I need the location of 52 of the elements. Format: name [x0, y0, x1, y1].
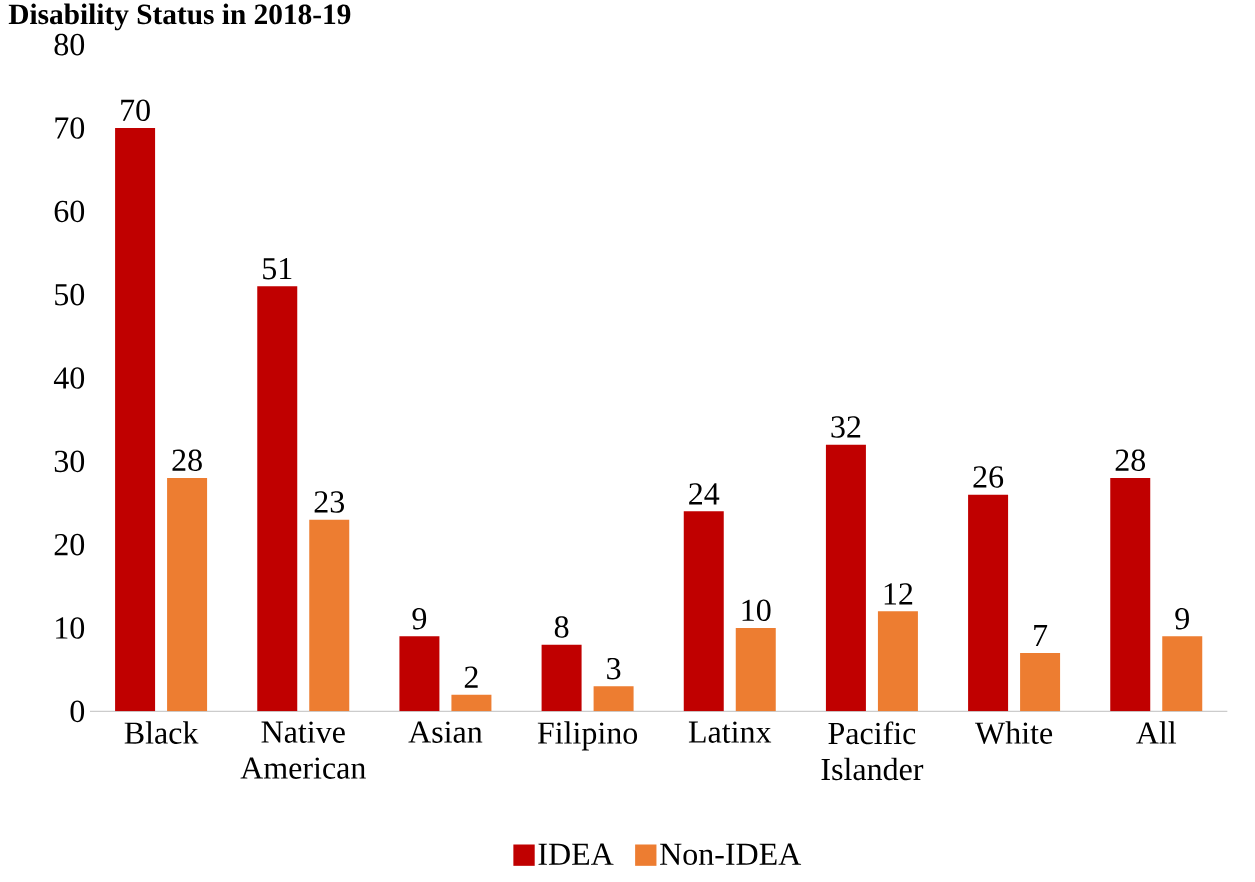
- bar: [593, 686, 634, 712]
- data-label: 32: [831, 416, 861, 438]
- x-tick-label: All: [1136, 721, 1177, 744]
- y-tick-label: 80: [54, 33, 85, 56]
- data-label: 24: [689, 483, 720, 505]
- bar: [115, 127, 156, 712]
- bar: [309, 519, 350, 712]
- y-tick-label: 30: [54, 450, 85, 473]
- bar: [1020, 653, 1061, 712]
- y-tick-label: 60: [54, 200, 85, 223]
- x-tick-label: White: [975, 721, 1053, 745]
- data-label: 7: [1034, 625, 1048, 647]
- legend-label: Non-IDEA: [660, 843, 802, 866]
- data-label: 8: [554, 616, 569, 638]
- y-tick-label: 0: [70, 700, 85, 723]
- data-label: 28: [172, 449, 202, 472]
- data-label: 9: [1175, 607, 1189, 630]
- chart-title: Disability Status in 2018-19: [8, 3, 351, 31]
- bar: [167, 478, 208, 712]
- bar: [968, 494, 1009, 712]
- x-tick-label: Black: [124, 721, 199, 744]
- x-tick-label: Latinx: [688, 721, 772, 743]
- data-label: 28: [1115, 449, 1146, 472]
- data-label: 10: [742, 599, 771, 622]
- bar: [451, 694, 492, 712]
- y-tick-label: 40: [53, 367, 85, 389]
- bar: [1110, 478, 1151, 712]
- y-tick-label: 20: [54, 533, 85, 556]
- y-tick-label: 10: [56, 617, 85, 639]
- y-tick-label: 70: [55, 117, 85, 139]
- bar: [1162, 636, 1203, 712]
- data-label: 3: [607, 657, 621, 680]
- data-label: 23: [314, 491, 344, 513]
- bar: [877, 611, 918, 712]
- data-label: 12: [884, 583, 913, 605]
- data-label: 51: [263, 257, 292, 280]
- legend-label: IDEA: [538, 843, 614, 865]
- data-label: 26: [973, 466, 1004, 488]
- x-tick-label: Pacific Islander: [821, 721, 924, 781]
- bar: [683, 511, 724, 712]
- bar: [541, 644, 582, 712]
- bar: [399, 636, 440, 712]
- x-tick-label: Native American: [240, 721, 366, 779]
- data-label: 2: [464, 666, 478, 688]
- data-label: 70: [121, 99, 150, 122]
- y-tick-label: 50: [55, 283, 85, 306]
- x-tick-label: Asian: [408, 721, 483, 743]
- bar: [257, 286, 298, 712]
- x-tick-label: Filipino: [537, 721, 638, 751]
- bar: [825, 444, 866, 712]
- data-label: 9: [412, 607, 427, 630]
- bar: [735, 628, 776, 712]
